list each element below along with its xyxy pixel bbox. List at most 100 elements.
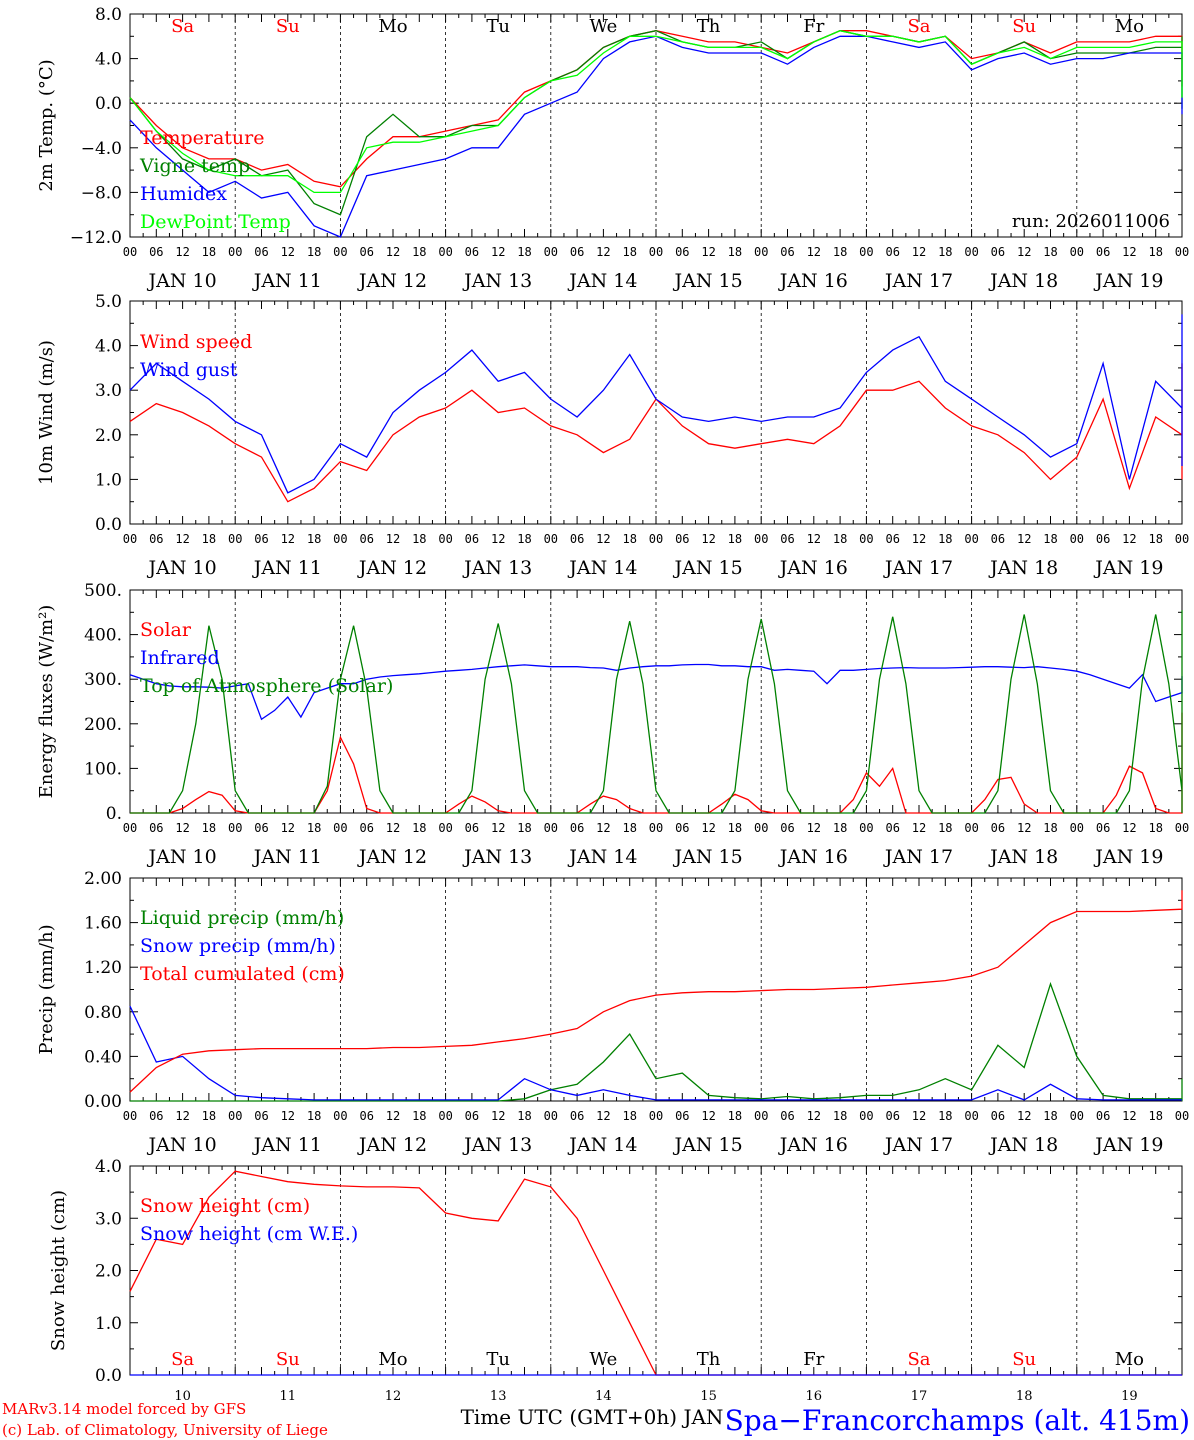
x-hour-label: 00 bbox=[1070, 1109, 1084, 1123]
y-tick-label: 1.20 bbox=[84, 958, 122, 978]
weekday-label: Sa bbox=[171, 1349, 194, 1370]
x-hour-label: 18 bbox=[622, 1109, 636, 1123]
x-hour-label: 06 bbox=[254, 1109, 268, 1123]
series-line-wind-gust bbox=[129, 314, 1183, 494]
x-hour-label: 06 bbox=[254, 245, 268, 259]
x-hour-label: 06 bbox=[675, 1109, 689, 1123]
x-hour-label: 00 bbox=[1175, 1109, 1189, 1123]
y-axis-label: Snow height (cm) bbox=[48, 1190, 69, 1351]
x-hour-label: 00 bbox=[438, 1109, 452, 1123]
x-day-label: JAN 11 bbox=[252, 270, 322, 292]
run-annotation: run: 2026011006 bbox=[1012, 211, 1170, 232]
x-hour-label: 00 bbox=[1070, 821, 1084, 835]
lab-credit: (c) Lab. of Climatology, University of L… bbox=[2, 1421, 328, 1439]
x-hour-label: 12 bbox=[1122, 532, 1136, 546]
x-hour-label: 18 bbox=[728, 532, 742, 546]
x-hour-label: 12 bbox=[281, 532, 295, 546]
legend-entry: Solar bbox=[140, 619, 192, 641]
x-hour-label: 12 bbox=[491, 1109, 505, 1123]
weekday-label: Tu bbox=[486, 16, 510, 37]
bottom-axis-title: Time UTC (GMT+0h) JAN bbox=[461, 1405, 724, 1429]
x-hour-label: 06 bbox=[991, 245, 1005, 259]
legend-entry: DewPoint Temp bbox=[140, 211, 291, 233]
y-tick-label: 500. bbox=[84, 581, 122, 601]
x-hour-label: 00 bbox=[859, 1109, 873, 1123]
weekday-label: Mo bbox=[1115, 1349, 1144, 1370]
panel-precip: 2.00 1.60 1.20 0.80 0.40 0.00 Precip (mm/h) 00 0… bbox=[36, 869, 1189, 1156]
x-day-label: JAN 11 bbox=[252, 846, 322, 868]
y-tick-label: −4.0 bbox=[81, 139, 122, 159]
y-tick-label: 2.0 bbox=[95, 426, 122, 446]
x-hour-label: 12 bbox=[175, 532, 189, 546]
x-hour-label: 12 bbox=[807, 1109, 821, 1123]
y-axis-label: Precip (mm/h) bbox=[36, 924, 57, 1054]
x-hour-label: 12 bbox=[701, 245, 715, 259]
x-hour-label: 18 bbox=[517, 1109, 531, 1123]
day-number-label: 12 bbox=[385, 1389, 402, 1404]
y-tick-label: 3.0 bbox=[95, 381, 122, 401]
y-tick-label: 1.0 bbox=[95, 470, 122, 490]
x-hour-label: 00 bbox=[333, 821, 347, 835]
plot-frame bbox=[129, 589, 1183, 814]
x-hour-label: 00 bbox=[438, 532, 452, 546]
x-hour-label: 00 bbox=[544, 532, 558, 546]
x-day-label: JAN 16 bbox=[778, 1134, 848, 1156]
y-tick-label: 2.00 bbox=[84, 869, 122, 889]
x-hour-label: 06 bbox=[885, 821, 899, 835]
x-hour-label: 18 bbox=[202, 245, 216, 259]
x-hour-label: 06 bbox=[465, 245, 479, 259]
x-hour-label: 00 bbox=[228, 532, 242, 546]
x-hour-label: 06 bbox=[359, 532, 373, 546]
x-hour-label: 18 bbox=[517, 821, 531, 835]
x-hour-label: 18 bbox=[728, 1109, 742, 1123]
x-hour-label: 06 bbox=[780, 821, 794, 835]
weekday-label: We bbox=[590, 1349, 618, 1370]
x-hour-label: 00 bbox=[964, 1109, 978, 1123]
x-day-label: JAN 19 bbox=[1093, 270, 1163, 292]
y-tick-label: −12.0 bbox=[70, 228, 122, 248]
weekday-label: Fr bbox=[803, 16, 824, 37]
x-hour-label: 18 bbox=[412, 821, 426, 835]
x-day-label: JAN 16 bbox=[778, 557, 848, 579]
x-hour-label: 06 bbox=[570, 245, 584, 259]
x-hour-label: 00 bbox=[649, 532, 663, 546]
x-hour-label: 18 bbox=[622, 532, 636, 546]
x-day-label: JAN 11 bbox=[252, 1134, 322, 1156]
x-hour-label: 12 bbox=[596, 245, 610, 259]
y-tick-label: 200. bbox=[84, 715, 122, 735]
legend-entry: Infrared bbox=[140, 647, 220, 669]
x-hour-label: 06 bbox=[570, 821, 584, 835]
x-hour-label: 00 bbox=[649, 1109, 663, 1123]
panel-snow: 4.0 3.0 2.0 1.0 0.0 Snow height (cm) Sa Su Mo Tu W… bbox=[48, 1157, 1183, 1404]
x-hour-label: 18 bbox=[307, 245, 321, 259]
x-hour-label: 00 bbox=[228, 245, 242, 259]
x-hour-label: 18 bbox=[1043, 532, 1057, 546]
x-hour-label: 00 bbox=[649, 245, 663, 259]
legend-entry: Snow precip (mm/h) bbox=[140, 935, 336, 957]
x-hour-label: 12 bbox=[491, 532, 505, 546]
day-number-label: 19 bbox=[1121, 1389, 1138, 1404]
x-day-label: JAN 18 bbox=[988, 846, 1058, 868]
series-line-temperature bbox=[129, 30, 1183, 188]
x-hour-label: 18 bbox=[728, 245, 742, 259]
x-hour-label: 06 bbox=[1096, 245, 1110, 259]
weekday-label: Mo bbox=[378, 1349, 407, 1370]
x-day-label: JAN 14 bbox=[567, 1134, 637, 1156]
y-tick-label: 4.0 bbox=[95, 337, 122, 357]
x-hour-label: 00 bbox=[228, 1109, 242, 1123]
x-hour-label: 00 bbox=[123, 245, 137, 259]
x-day-label: JAN 10 bbox=[147, 557, 217, 579]
x-day-label: JAN 14 bbox=[567, 557, 637, 579]
x-hour-label: 06 bbox=[675, 532, 689, 546]
x-hour-label: 00 bbox=[438, 821, 452, 835]
x-hour-label: 06 bbox=[465, 821, 479, 835]
x-hour-label: 18 bbox=[1148, 532, 1162, 546]
x-hour-label: 06 bbox=[780, 1109, 794, 1123]
x-day-label: JAN 17 bbox=[883, 846, 953, 868]
x-hour-label: 12 bbox=[281, 245, 295, 259]
series-line-dewpoint-temp bbox=[129, 30, 1183, 194]
x-hour-label: 06 bbox=[359, 821, 373, 835]
x-hour-label: 18 bbox=[833, 1109, 847, 1123]
x-hour-label: 18 bbox=[307, 1109, 321, 1123]
x-hour-label: 12 bbox=[175, 821, 189, 835]
